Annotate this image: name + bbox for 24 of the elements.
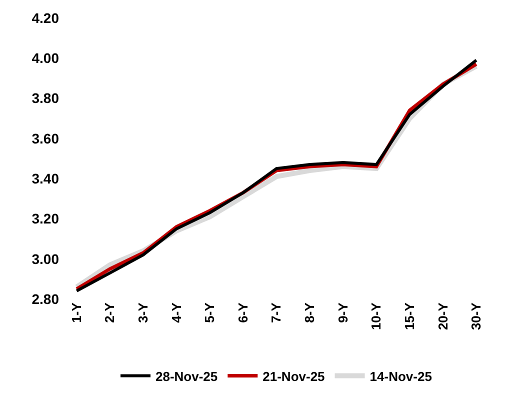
x-tick-label: 15-Y [402, 302, 417, 330]
y-tick-label: 2.80 [32, 290, 60, 307]
x-tick-label: 8-Y [302, 302, 318, 323]
y-tick-label: 4.20 [32, 10, 60, 26]
x-tick-label: 6-Y [235, 302, 250, 323]
y-tick-label: 3.20 [32, 210, 60, 227]
legend-label: 21-Nov-25 [262, 368, 325, 384]
y-tick-label: 3.80 [32, 90, 60, 106]
x-tick-label: 7-Y [268, 302, 284, 323]
x-tick-label: 10-Y [368, 302, 384, 330]
x-tick-label: 3-Y [135, 302, 150, 323]
x-tick-label: 5-Y [202, 302, 218, 323]
x-tick-label: 1-Y [68, 302, 84, 323]
legend-label: 14-Nov-25 [370, 368, 432, 384]
x-tick-label: 9-Y [335, 302, 350, 323]
y-tick-label: 3.40 [32, 170, 60, 186]
y-tick-label: 3.60 [32, 130, 60, 146]
x-tick-label: 4-Y [168, 302, 184, 323]
x-tick-label: 2-Y [102, 302, 118, 323]
legend-label: 28-Nov-25 [156, 368, 218, 384]
y-tick-label: 3.00 [32, 250, 60, 267]
x-tick-label: 20-Y [435, 302, 450, 330]
y-tick-label: 4.00 [32, 50, 60, 66]
x-tick-label: 30-Y [468, 302, 484, 330]
